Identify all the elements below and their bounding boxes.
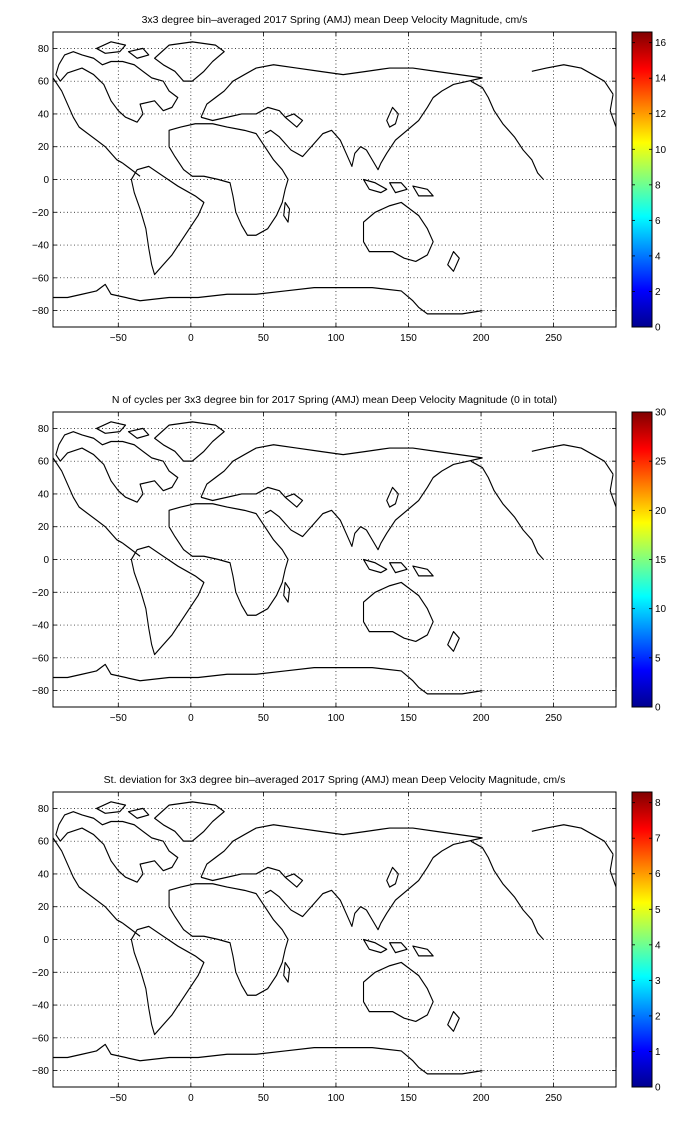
colorbar-tick-label: 16 <box>655 38 667 49</box>
y-tick-label: 80 <box>38 44 50 55</box>
y-tick-label: 20 <box>38 902 50 913</box>
y-tick-label: −60 <box>32 653 49 664</box>
colorbar-tick-label: 15 <box>655 555 667 566</box>
colorbar-tick-label: 4 <box>655 940 661 951</box>
x-tick-label: −50 <box>110 713 127 724</box>
plot-frame <box>52 791 617 1088</box>
y-tick-label: −40 <box>32 241 49 252</box>
colorbar-tick-label: 12 <box>655 109 667 120</box>
map-title: St. deviation for 3x3 degree bin–average… <box>104 774 566 786</box>
x-tick-label: 150 <box>400 1093 417 1104</box>
plot-frame <box>52 411 617 708</box>
colorbar-tick-label: 3 <box>655 976 661 987</box>
colorbar <box>631 791 653 1088</box>
x-tick-label: −50 <box>110 1093 127 1104</box>
y-tick-label: 40 <box>38 109 50 120</box>
colorbar-tick-label: 10 <box>655 604 667 615</box>
map-panel-3: St. deviation for 3x3 degree bin–average… <box>32 774 661 1104</box>
colorbar-tick-label: 20 <box>655 506 667 517</box>
colorbar-tick-label: 6 <box>655 216 661 227</box>
colorbar-tick-label: 1 <box>655 1047 661 1058</box>
colorbar-tick-label: 25 <box>655 457 667 468</box>
x-tick-label: 250 <box>545 1093 562 1104</box>
y-tick-label: −60 <box>32 273 49 284</box>
colorbar-tick-label: 0 <box>655 703 661 714</box>
y-tick-label: −20 <box>32 588 49 599</box>
y-tick-label: 60 <box>38 77 50 88</box>
map-title: N of cycles per 3x3 degree bin for 2017 … <box>112 394 557 406</box>
colorbar-tick-label: 7 <box>655 834 661 845</box>
x-tick-label: 100 <box>328 713 345 724</box>
x-tick-label: 250 <box>545 713 562 724</box>
y-tick-label: 80 <box>38 804 50 815</box>
colorbar-tick-label: 14 <box>655 74 667 85</box>
x-tick-label: −50 <box>110 333 127 344</box>
y-tick-label: 40 <box>38 869 50 880</box>
y-tick-label: 60 <box>38 457 50 468</box>
y-tick-label: −80 <box>32 306 49 317</box>
y-tick-label: 0 <box>43 935 49 946</box>
colorbar <box>631 31 653 328</box>
map-panel-1: 3x3 degree bin–averaged 2017 Spring (AMJ… <box>32 14 667 344</box>
y-tick-label: 0 <box>43 555 49 566</box>
map-title: 3x3 degree bin–averaged 2017 Spring (AMJ… <box>142 14 528 26</box>
y-tick-label: 60 <box>38 837 50 848</box>
colorbar-tick-label: 0 <box>655 323 661 334</box>
y-tick-label: 20 <box>38 522 50 533</box>
x-tick-label: 150 <box>400 333 417 344</box>
x-tick-label: 0 <box>188 713 194 724</box>
x-tick-label: 50 <box>258 1093 270 1104</box>
y-tick-label: −20 <box>32 968 49 979</box>
x-tick-label: 250 <box>545 333 562 344</box>
plot-frame <box>52 31 617 328</box>
x-tick-label: 100 <box>328 333 345 344</box>
y-tick-label: 40 <box>38 489 50 500</box>
y-tick-label: −80 <box>32 686 49 697</box>
x-tick-label: 0 <box>188 333 194 344</box>
colorbar-tick-label: 2 <box>655 1011 661 1022</box>
x-tick-label: 100 <box>328 1093 345 1104</box>
colorbar-tick-label: 30 <box>655 408 667 419</box>
y-tick-label: 0 <box>43 175 49 186</box>
colorbar-tick-label: 4 <box>655 251 661 262</box>
colorbar-tick-label: 8 <box>655 798 661 809</box>
x-tick-label: 200 <box>473 1093 490 1104</box>
y-tick-label: 20 <box>38 142 50 153</box>
colorbar-tick-label: 6 <box>655 869 661 880</box>
colorbar-tick-label: 5 <box>655 653 661 664</box>
map-panel-2: N of cycles per 3x3 degree bin for 2017 … <box>32 394 667 724</box>
y-tick-label: −20 <box>32 208 49 219</box>
x-tick-label: 50 <box>258 713 270 724</box>
x-tick-label: 50 <box>258 333 270 344</box>
colorbar-tick-label: 8 <box>655 180 661 191</box>
colorbar-tick-label: 0 <box>655 1083 661 1094</box>
x-tick-label: 200 <box>473 333 490 344</box>
y-tick-label: −40 <box>32 1001 49 1012</box>
y-tick-label: −80 <box>32 1066 49 1077</box>
x-tick-label: 200 <box>473 713 490 724</box>
x-tick-label: 0 <box>188 1093 194 1104</box>
y-tick-label: 80 <box>38 424 50 435</box>
y-tick-label: −60 <box>32 1033 49 1044</box>
y-tick-label: −40 <box>32 621 49 632</box>
colorbar-tick-label: 5 <box>655 905 661 916</box>
x-tick-label: 150 <box>400 713 417 724</box>
colorbar-tick-label: 2 <box>655 287 661 298</box>
colorbar-tick-label: 10 <box>655 145 667 156</box>
